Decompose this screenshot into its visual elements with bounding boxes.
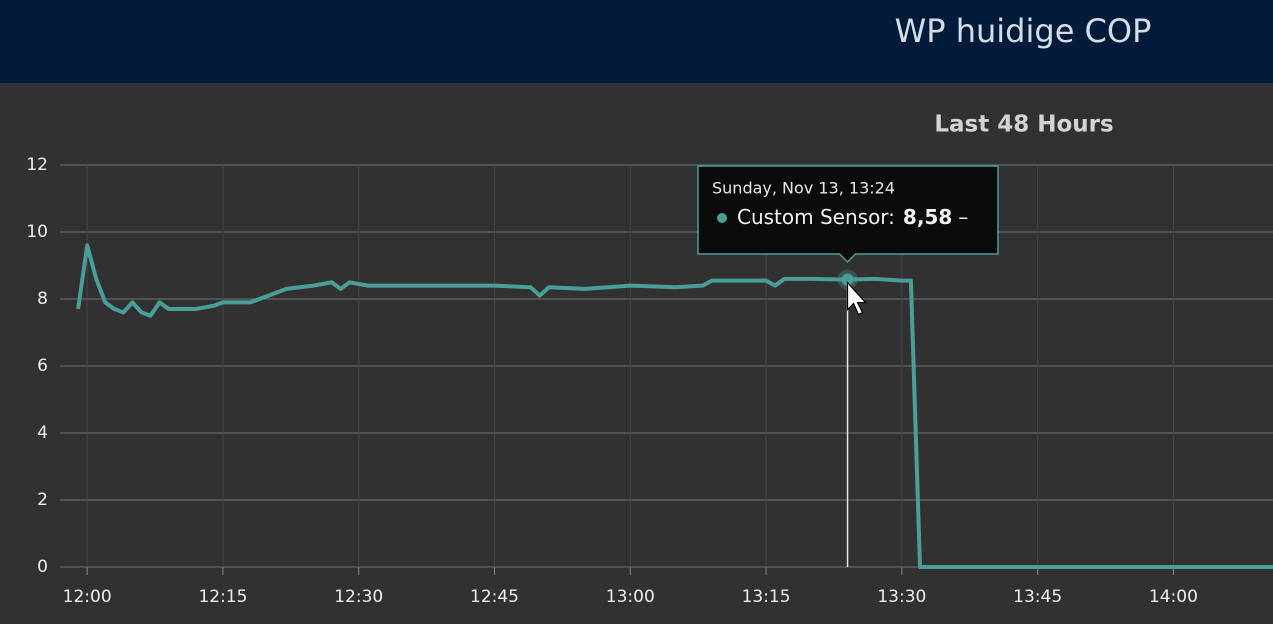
tooltip-value: 8,58: [903, 205, 952, 229]
y-tick-label: 6: [37, 356, 48, 376]
tooltip-line: Custom Sensor: 8,58–: [737, 205, 968, 229]
data-line: [76, 243, 1273, 569]
tooltip-marker: [717, 213, 727, 223]
header-bar: [0, 0, 1273, 83]
x-tick-label: 13:30: [877, 587, 926, 607]
plot: 0 2 4 6 8 10 12 12:00 12:15 12:30 12:45 13:00 13:15 1…: [26, 155, 1273, 607]
x-tick-label: 14:00: [1149, 587, 1198, 607]
x-tick-label: 12:30: [334, 587, 383, 607]
y-tick-label: 12: [26, 155, 48, 175]
y-tick-label: 0: [37, 557, 48, 577]
tooltip-label: Custom Sensor:: [737, 205, 895, 229]
y-tick-label: 8: [37, 289, 48, 309]
tooltip-box: [697, 165, 999, 264]
x-tick-label: 12:00: [63, 587, 112, 607]
tooltip-title: Sunday, Nov 13, 13:24: [712, 179, 895, 198]
x-tick-label: 13:15: [742, 587, 791, 607]
chart-subtitle: Last 48 Hours: [934, 112, 1113, 138]
tooltip: Sunday, Nov 13, 13:24 Custom Sensor: 8,58–: [697, 165, 999, 567]
x-tick-label: 13:00: [606, 587, 655, 607]
y-tick-label: 2: [37, 490, 48, 510]
mouse-cursor: [846, 281, 867, 316]
y-tick-label: 4: [37, 423, 48, 443]
x-tick-label: 13:45: [1013, 587, 1062, 607]
hover-point: [841, 273, 854, 286]
x-tick-label: 12:45: [470, 587, 519, 607]
tooltip-suffix: –: [958, 205, 968, 229]
header-title: WP huidige COP: [895, 12, 1152, 50]
x-tick-label: 12:15: [198, 587, 247, 607]
y-tick-label: 10: [26, 222, 48, 242]
